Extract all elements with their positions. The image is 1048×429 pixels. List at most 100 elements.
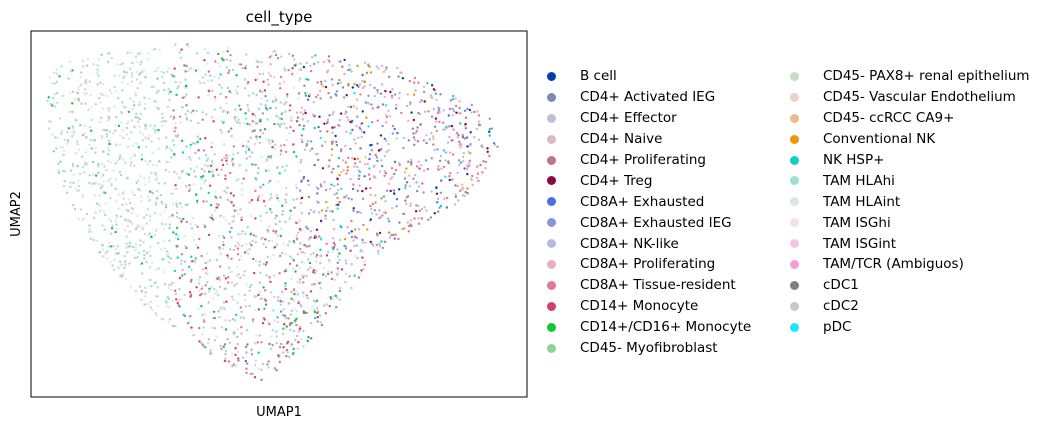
scatter-point	[52, 101, 55, 105]
scatter-point	[132, 100, 135, 104]
scatter-point	[222, 119, 225, 123]
scatter-point	[227, 130, 230, 133]
scatter-point	[304, 92, 307, 95]
scatter-point	[435, 120, 438, 123]
scatter-point	[280, 213, 284, 216]
scatter-point	[160, 200, 163, 204]
scatter-point	[150, 140, 153, 143]
scatter-point	[333, 193, 336, 196]
scatter-point	[255, 122, 258, 125]
scatter-point	[317, 158, 320, 162]
scatter-point	[207, 290, 211, 293]
scatter-point	[169, 115, 173, 118]
scatter-point	[186, 43, 189, 46]
scatter-point	[85, 163, 89, 166]
scatter-point	[344, 280, 347, 284]
scatter-point	[476, 110, 479, 113]
scatter-point	[280, 123, 283, 126]
scatter-point	[237, 293, 241, 296]
scatter-point	[264, 204, 267, 208]
scatter-point	[314, 316, 317, 320]
scatter-point	[93, 194, 97, 197]
scatter-point	[366, 162, 369, 166]
scatter-point	[184, 84, 188, 88]
scatter-point	[226, 337, 229, 341]
scatter-point	[188, 184, 191, 187]
scatter-point	[111, 264, 114, 267]
scatter-point	[295, 120, 299, 123]
scatter-point	[373, 209, 377, 212]
scatter-point	[203, 346, 206, 349]
scatter-point	[189, 146, 192, 149]
scatter-point	[346, 169, 349, 172]
scatter-point	[282, 314, 285, 317]
scatter-point	[297, 97, 300, 100]
scatter-point	[209, 204, 213, 207]
scatter-point	[234, 89, 238, 92]
scatter-point	[154, 129, 157, 132]
scatter-point	[140, 298, 143, 301]
scatter-point	[237, 359, 240, 362]
scatter-point	[337, 203, 340, 206]
scatter-point	[113, 74, 116, 77]
scatter-point	[165, 250, 169, 253]
scatter-point	[59, 160, 62, 163]
scatter-point	[369, 193, 372, 197]
scatter-point	[284, 220, 287, 224]
scatter-point	[265, 274, 268, 277]
scatter-point	[288, 215, 292, 218]
scatter-point	[350, 157, 354, 160]
legend-label: B cell	[580, 68, 617, 85]
scatter-point	[240, 216, 243, 219]
scatter-point	[245, 53, 248, 56]
scatter-point	[362, 223, 365, 227]
legend-label: CD45- PAX8+ renal epithelium	[823, 68, 1030, 85]
x-axis-label: UMAP1	[256, 405, 302, 420]
scatter-point	[303, 244, 307, 247]
scatter-point	[212, 120, 215, 123]
scatter-point	[445, 125, 448, 128]
scatter-point	[287, 316, 291, 319]
scatter-point	[299, 242, 302, 245]
scatter-point	[71, 165, 75, 168]
scatter-point	[322, 304, 326, 307]
scatter-point	[328, 187, 332, 190]
scatter-point	[232, 298, 235, 301]
scatter-point	[350, 70, 353, 73]
scatter-point	[102, 255, 105, 258]
scatter-point	[82, 218, 85, 221]
scatter-point	[189, 222, 193, 226]
scatter-point	[172, 116, 176, 119]
scatter-point	[383, 170, 386, 173]
scatter-point	[209, 164, 213, 167]
scatter-point	[184, 245, 187, 248]
scatter-point	[449, 172, 452, 175]
scatter-point	[129, 51, 132, 54]
scatter-point	[486, 147, 489, 150]
scatter-point	[377, 249, 380, 253]
scatter-point	[150, 284, 153, 288]
scatter-point	[305, 245, 309, 248]
scatter-point	[200, 305, 203, 308]
scatter-point	[140, 290, 143, 293]
scatter-point	[148, 176, 151, 180]
scatter-point	[126, 242, 129, 245]
scatter-point	[254, 163, 257, 167]
scatter-point	[53, 82, 56, 85]
scatter-point	[143, 107, 147, 110]
scatter-point	[393, 160, 397, 164]
scatter-point	[197, 96, 200, 99]
scatter-point	[263, 307, 266, 310]
scatter-point	[228, 341, 232, 344]
scatter-point	[204, 266, 208, 270]
scatter-point	[222, 59, 225, 62]
scatter-point	[433, 148, 436, 152]
scatter-point	[360, 135, 363, 139]
scatter-point	[292, 347, 295, 351]
scatter-point	[365, 116, 368, 119]
legend-label: cDC2	[823, 298, 859, 315]
scatter-point	[207, 233, 211, 237]
scatter-point	[439, 191, 443, 194]
scatter-point	[254, 78, 257, 82]
scatter-point	[183, 293, 186, 296]
